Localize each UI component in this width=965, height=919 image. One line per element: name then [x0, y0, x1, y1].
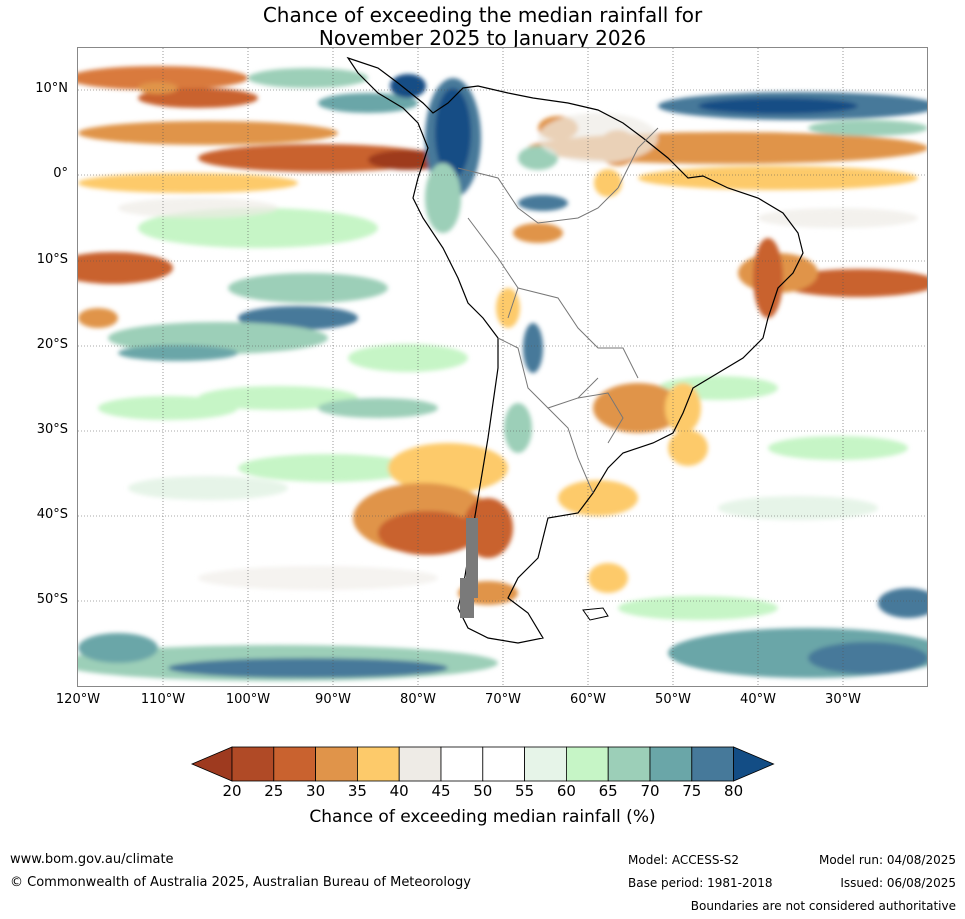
colorbar-tick-label: 65	[598, 782, 618, 800]
title-line-2: November 2025 to January 2026	[318, 26, 647, 50]
copyright-text: © Commonwealth of Australia 2025, Austra…	[10, 875, 471, 890]
model-run-text: Model run: 04/08/2025	[818, 853, 956, 867]
lon-label-40w: 40°W	[740, 692, 776, 707]
colorbar-bin	[649, 746, 693, 782]
lon-label-120w: 120°W	[55, 692, 101, 707]
colorbar-bin	[607, 746, 651, 782]
lon-label-50w: 50°W	[655, 692, 691, 707]
lat-label-40s: 40°S	[36, 507, 68, 522]
colorbar-bin	[482, 746, 525, 782]
lat-label-50s: 50°S	[36, 592, 68, 607]
colorbar-bin	[691, 746, 734, 782]
colorbar-title: Chance of exceeding median rainfall (%)	[309, 807, 656, 827]
colorbar-tick-label: 25	[264, 782, 284, 800]
country-borders	[457, 127, 659, 494]
title-line-1: Chance of exceeding the median rainfall …	[262, 3, 703, 27]
colorbar-bin	[273, 746, 317, 782]
colorbar-extend-low	[190, 746, 233, 782]
colorbar-bin	[231, 746, 275, 782]
colorbar-tick-label: 35	[347, 782, 367, 800]
lon-label-100w: 100°W	[225, 692, 271, 707]
lon-label-80w: 80°W	[400, 692, 436, 707]
colorbar-tick-label: 70	[640, 782, 660, 800]
colorbar-bin	[356, 746, 400, 782]
colorbar-bin	[565, 746, 609, 782]
andes-shading	[460, 518, 478, 618]
map-canvas	[78, 48, 927, 686]
website-text: www.bom.gov.au/climate	[10, 852, 174, 867]
colorbar-tick-label: 30	[306, 782, 326, 800]
colorbar-bin	[398, 746, 442, 782]
contour-fields	[78, 66, 927, 681]
lon-label-70w: 70°W	[485, 692, 521, 707]
falklands	[582, 607, 609, 621]
colorbar-tick-label: 40	[389, 782, 409, 800]
model-text: Model: ACCESS-S2	[628, 853, 740, 867]
graticule	[78, 48, 927, 686]
lat-label-10s: 10°S	[36, 252, 68, 267]
lat-label-10n: 10°N	[35, 81, 68, 96]
colorbar-tick-label: 20	[222, 782, 242, 800]
disclaimer-text: Boundaries are not considered authoritat…	[690, 899, 956, 913]
colorbar-bin	[315, 746, 358, 782]
lat-label-30s: 30°S	[36, 422, 68, 437]
map-title: Chance of exceeding the median rainfall …	[0, 4, 965, 50]
base-period-text: Base period: 1981-2018	[628, 876, 773, 890]
colorbar-tick-label: 60	[556, 782, 576, 800]
colorbar-bin	[524, 746, 567, 782]
lon-label-90w: 90°W	[315, 692, 351, 707]
lon-label-60w: 60°W	[570, 692, 606, 707]
colorbar-tick-label: 50	[473, 782, 493, 800]
lat-label-20s: 20°S	[36, 337, 68, 352]
colorbar-tick-label: 80	[724, 782, 744, 800]
colorbar-bin	[440, 746, 484, 782]
colorbar-extend-high	[733, 746, 775, 782]
lon-label-30w: 30°W	[825, 692, 861, 707]
lon-label-110w: 110°W	[140, 692, 186, 707]
colorbar-tick-label: 75	[682, 782, 702, 800]
colorbar	[190, 746, 775, 782]
lat-label-0: 0°	[53, 166, 68, 181]
rainfall-map	[77, 47, 928, 687]
colorbar-tick-label: 45	[431, 782, 451, 800]
colorbar-tick-label: 55	[515, 782, 535, 800]
issued-text: Issued: 06/08/2025	[840, 876, 956, 890]
